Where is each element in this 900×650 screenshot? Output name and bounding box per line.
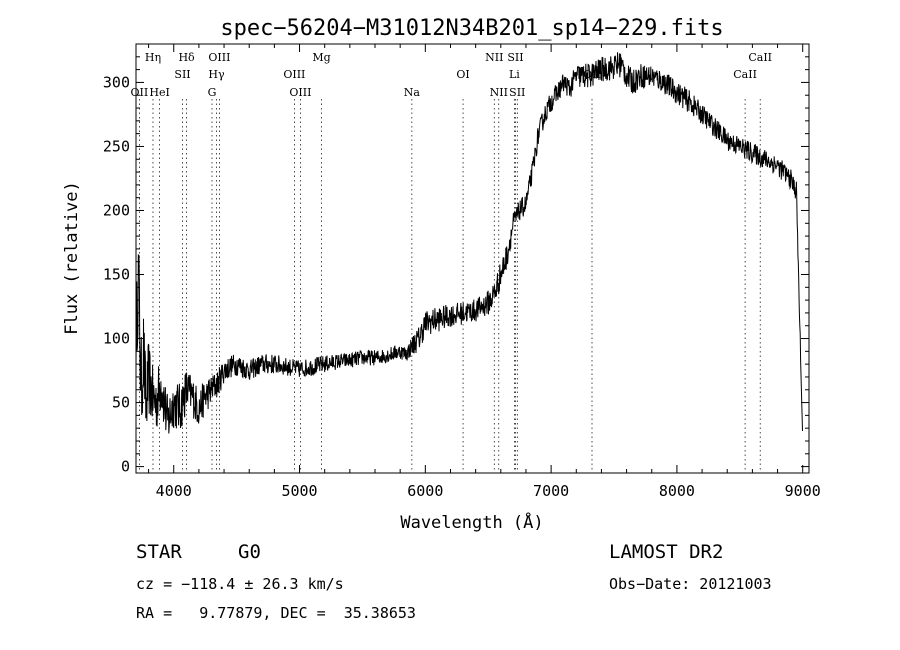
y-axis-label: Flux (relative): [62, 181, 82, 335]
plot-frame: [135, 43, 810, 474]
emission-line-label: Li: [509, 68, 520, 81]
y-tick-label: 200: [103, 201, 130, 219]
emission-line-label: OIII: [289, 86, 311, 99]
emission-line-label: SII: [507, 51, 523, 64]
emission-line-label: Mg: [312, 51, 330, 64]
emission-line-markers: [139, 99, 761, 473]
emission-line-label: OII: [131, 86, 149, 99]
emission-line-label: OI: [456, 68, 469, 81]
y-tick-label: 300: [103, 73, 130, 91]
x-tick-label: 6000: [407, 482, 443, 500]
emission-line-label: SII: [509, 86, 525, 99]
emission-line-label: G: [208, 86, 217, 99]
emission-line-label: CaII: [733, 68, 757, 81]
x-tick-label: 4000: [156, 482, 192, 500]
object-subclass: G0: [238, 541, 261, 563]
y-tick-label: 250: [103, 137, 130, 155]
emission-line-label: Hγ: [208, 68, 225, 81]
emission-line-label: HeI: [149, 86, 169, 99]
emission-line-label: Hδ: [178, 51, 195, 64]
emission-line-label: SII: [174, 68, 190, 81]
emission-line-label: NII: [490, 86, 508, 99]
survey-name: LAMOST DR2: [609, 541, 724, 563]
x-axis-label: Wavelength (Å): [400, 511, 543, 533]
sky-coordinates: RA = 9.77879, DEC = 35.38653: [136, 604, 416, 622]
x-tick-label: 9000: [785, 482, 821, 500]
redshift-velocity: cz = −118.4 ± 26.3 km/s: [136, 575, 344, 593]
emission-line-label: Na: [404, 86, 421, 99]
x-axis-ticks: 4000 5000 6000 7000 8000 9000: [148, 44, 821, 500]
y-tick-label: 150: [103, 266, 130, 284]
spectrum-line: [135, 52, 803, 434]
emission-line-label: NII: [485, 51, 503, 64]
observation-date: Obs−Date: 20121003: [609, 575, 772, 593]
emission-line-label: OIII: [208, 51, 230, 64]
x-tick-label: 7000: [533, 482, 569, 500]
y-tick-label: 100: [103, 330, 130, 348]
y-tick-label: 0: [121, 458, 130, 476]
chart-title: spec−56204−M31012N34B201_sp14−229.fits: [220, 16, 723, 41]
emission-line-label: Hη: [145, 51, 161, 64]
object-class: STAR: [136, 541, 182, 563]
y-tick-label: 50: [112, 394, 130, 412]
x-tick-label: 8000: [659, 482, 695, 500]
x-tick-label: 5000: [281, 482, 317, 500]
emission-line-label: CaII: [748, 51, 772, 64]
emission-line-label: OIII: [283, 68, 305, 81]
